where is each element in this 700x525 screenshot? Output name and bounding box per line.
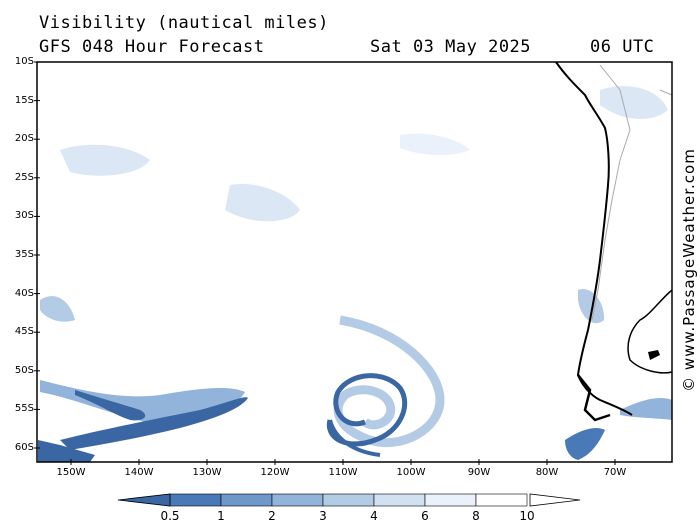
fog-swirl	[333, 315, 445, 448]
fog-swirl	[328, 419, 381, 457]
haze-patch	[578, 289, 605, 324]
colorbar-tick-label: 4	[370, 509, 378, 523]
colorbar-cell	[322, 493, 375, 507]
coastline	[555, 61, 673, 422]
colorbar-cell	[475, 493, 528, 507]
border-argentina	[591, 64, 631, 321]
colorbar-tick-label: 2	[268, 509, 276, 523]
latitude-label: 60S	[14, 442, 34, 453]
forecast-model: GFS 048 Hour Forecast	[39, 37, 265, 57]
latitude-label: 20S	[14, 133, 34, 145]
longitude-label: 140W	[124, 467, 154, 478]
haze-patch	[60, 144, 150, 176]
haze-patch	[225, 184, 300, 222]
latitude-label: 55S	[14, 403, 34, 415]
colorbar-tick-label: 1	[217, 509, 225, 523]
visibility-field	[38, 86, 672, 462]
longitude-label: 110W	[328, 467, 358, 478]
haze-patch	[600, 86, 668, 120]
colorbar-tick-label: 8	[472, 509, 480, 523]
longitude-label: 150W	[56, 467, 86, 478]
fog-band	[60, 397, 248, 450]
forecast-date: Sat 03 May 2025	[370, 37, 532, 57]
longitude-label: 120W	[260, 467, 290, 478]
colorbar-max-arrow	[529, 493, 581, 507]
colorbar	[117, 493, 581, 507]
colorbar-cell	[220, 493, 273, 507]
latitude-label: 30S	[14, 210, 34, 222]
colorbar-cell	[169, 493, 222, 507]
latitude-label: 45S	[14, 326, 34, 338]
coastline-south-america	[555, 61, 633, 416]
colorbar-tick-label: 3	[319, 509, 327, 523]
colorbar-tick-label: 0.5	[160, 509, 180, 523]
latitude-label: 40S	[14, 287, 34, 299]
credit-watermark: © www.PassageWeather.com	[680, 148, 698, 392]
longitude-label: 100W	[396, 467, 426, 478]
fog-band	[75, 390, 146, 421]
latitude-label: 35S	[14, 249, 34, 260]
fog-band	[620, 398, 672, 420]
map-frame	[34, 61, 673, 465]
fog-swirl	[326, 373, 408, 447]
longitude-label: 70W	[603, 467, 627, 478]
latitude-label: 25S	[14, 171, 34, 183]
colorbar-tick-label: 6	[421, 509, 429, 523]
fog-band	[38, 440, 95, 462]
colorbar-cell	[271, 493, 324, 507]
latitude-label: 50S	[14, 364, 34, 376]
coastline-falklands	[648, 350, 660, 360]
map-title: Visibility (nautical miles)	[39, 13, 329, 33]
colorbar-tick-label: 10	[519, 509, 535, 523]
latitude-label: 10S	[14, 56, 34, 67]
coastline-chiloe	[577, 374, 611, 422]
colorbar-min-arrow	[117, 493, 171, 507]
haze-patch	[400, 133, 470, 156]
latitude-label: 15S	[14, 94, 34, 106]
haze-patch	[40, 296, 75, 322]
border-bolivia	[659, 89, 673, 96]
colorbar-cell	[424, 493, 477, 507]
fog-band	[565, 428, 605, 460]
longitude-label: 80W	[535, 467, 559, 478]
longitude-label: 90W	[467, 467, 491, 478]
coastline-patagonia-east	[627, 289, 673, 374]
longitude-label: 130W	[192, 467, 222, 478]
colorbar-cell	[373, 493, 426, 507]
forecast-time: 06 UTC	[590, 37, 655, 57]
